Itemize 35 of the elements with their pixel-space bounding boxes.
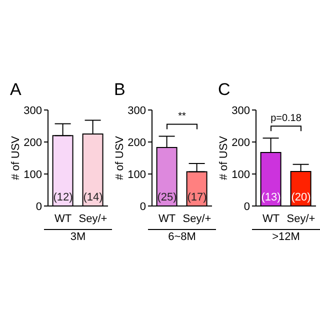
y-tick-label: 0 xyxy=(36,200,42,213)
y-tick-label: 200 xyxy=(24,136,42,149)
y-axis-title: # of USV xyxy=(10,136,22,180)
y-tick-label: 0 xyxy=(140,200,146,213)
x-tick-label: Sey/+ xyxy=(78,212,108,225)
annotation: (20) xyxy=(291,191,311,204)
chart-title: A xyxy=(10,80,22,100)
chart-title: B xyxy=(114,80,126,100)
y-tick-label: 100 xyxy=(128,168,146,181)
x-tick-label: WT xyxy=(262,212,280,225)
y-tick-label: 200 xyxy=(232,136,250,149)
y-tick-label: 300 xyxy=(128,104,146,117)
x-tick-label: WT xyxy=(158,212,176,225)
x-axis-title: >12M xyxy=(252,229,320,243)
y-axis-title: # of USV xyxy=(218,136,230,180)
annotation: (12) xyxy=(53,191,73,204)
x-tick-label: WT xyxy=(54,212,72,225)
x-axis-title: 3M xyxy=(44,229,112,243)
y-tick-label: 100 xyxy=(24,168,42,181)
y-tick-label: 200 xyxy=(128,136,146,149)
x-tick-label: Sey/+ xyxy=(286,212,316,225)
y-tick-label: 300 xyxy=(24,104,42,117)
y-axis-title: # of USV xyxy=(114,136,126,180)
annotation: (17) xyxy=(187,191,207,204)
annotation: ** xyxy=(178,111,186,122)
annotation: (14) xyxy=(83,191,103,204)
annotation: (13) xyxy=(261,191,281,204)
y-tick-label: 300 xyxy=(232,104,250,117)
x-axis-title: 6~8M xyxy=(148,229,216,243)
annotation: p=0.18 xyxy=(270,113,302,124)
y-tick-label: 0 xyxy=(244,200,250,213)
annotation: (25) xyxy=(157,191,177,204)
y-tick-label: 100 xyxy=(232,168,250,181)
x-tick-label: Sey/+ xyxy=(182,212,212,225)
chart-title: C xyxy=(218,80,230,100)
